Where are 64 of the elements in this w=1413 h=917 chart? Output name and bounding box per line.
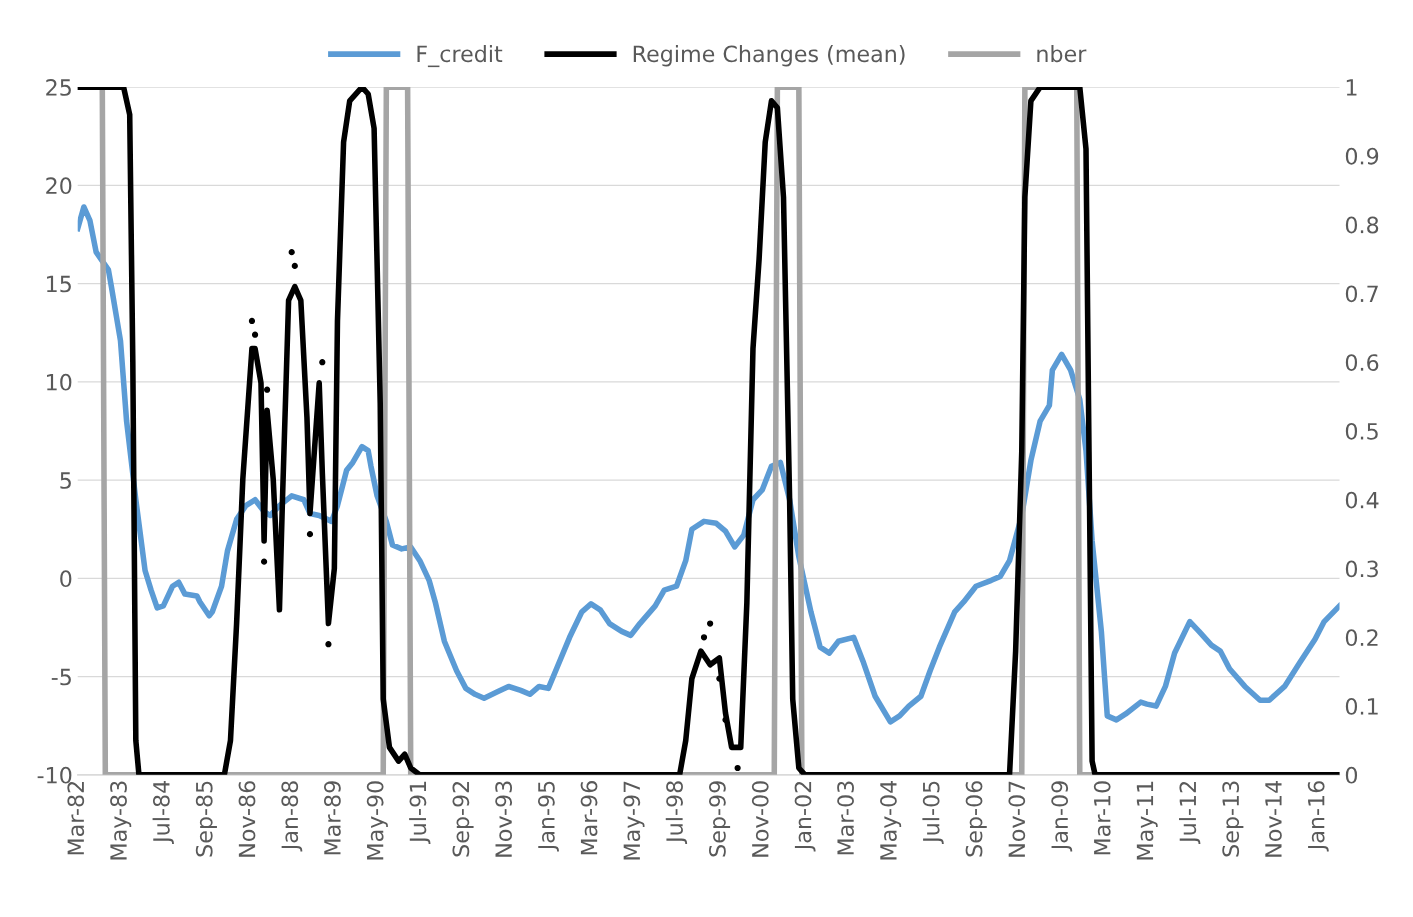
y2-tick-label: 1 bbox=[1346, 79, 1357, 96]
y2-tick-label: 0.7 bbox=[1345, 285, 1378, 303]
point bbox=[291, 262, 298, 270]
y-tick-label: 5 bbox=[60, 472, 71, 489]
x-tick-label: Jan-02 bbox=[794, 781, 816, 852]
x-tick-label: Jul-12 bbox=[1179, 781, 1201, 844]
x-tick-label: Jan-95 bbox=[537, 781, 559, 852]
x-tick-label: Jul-84 bbox=[152, 780, 174, 844]
y-tick-label: 15 bbox=[47, 275, 71, 293]
x-tick-label: Jan-09 bbox=[1051, 781, 1073, 852]
y-tick-label: -5 bbox=[51, 668, 71, 686]
y-tick-label: 0 bbox=[60, 570, 72, 588]
point bbox=[707, 620, 714, 627]
x-tick-label: Nov-86 bbox=[238, 781, 256, 857]
x-tick-label: Nov-07 bbox=[1008, 781, 1026, 857]
y2-tick-label: 0.4 bbox=[1345, 491, 1379, 509]
x-tick-label: May-83 bbox=[110, 781, 132, 860]
x-tick-label: Mar-96 bbox=[580, 781, 598, 855]
y2-tick-label: 0 bbox=[1345, 766, 1358, 784]
y2-tick-label: 0.3 bbox=[1345, 560, 1378, 578]
y2-tick-label: 0.8 bbox=[1345, 216, 1379, 234]
x-tick-label: Sep-13 bbox=[1222, 781, 1244, 857]
y-tick-label: 20 bbox=[46, 177, 72, 195]
point bbox=[248, 317, 256, 325]
y-tick-label: 25 bbox=[46, 79, 71, 96]
point bbox=[325, 641, 332, 648]
point bbox=[700, 634, 708, 641]
y2-tick-label: 0.6 bbox=[1345, 354, 1379, 371]
x-tick-label: Mar-10 bbox=[1093, 781, 1111, 855]
x-tick-label: Sep-85 bbox=[195, 781, 217, 857]
x-tick-label: Nov-93 bbox=[495, 781, 513, 857]
legend-label: Regime Changes (mean) bbox=[633, 44, 905, 67]
x-tick-label: Jul-98 bbox=[665, 781, 688, 844]
legend-label: nber bbox=[1037, 44, 1087, 63]
x-tick-label: May-97 bbox=[623, 781, 645, 860]
x-tick-label: May-90 bbox=[366, 781, 388, 860]
point bbox=[306, 531, 314, 538]
x-tick-label: Mar-89 bbox=[323, 781, 341, 855]
x-tick-label: May-11 bbox=[1136, 781, 1158, 860]
x-tick-label: Sep-99 bbox=[709, 781, 731, 857]
y2-tick-label: 0.2 bbox=[1345, 629, 1378, 647]
x-tick-label: Mar-03 bbox=[837, 781, 854, 855]
x-tick-label: May-04 bbox=[880, 780, 902, 860]
point bbox=[260, 558, 268, 565]
point bbox=[734, 764, 741, 772]
x-tick-label: Sep-06 bbox=[965, 781, 987, 857]
legend-label: F_credit bbox=[417, 44, 503, 68]
x-tick-label: Sep-92 bbox=[452, 781, 474, 857]
y-tick-label: 10 bbox=[47, 373, 72, 391]
y2-tick-label: 0.5 bbox=[1345, 422, 1378, 440]
point bbox=[251, 331, 259, 338]
point bbox=[264, 386, 271, 393]
point bbox=[319, 359, 326, 366]
x-tick-label: Nov-14 bbox=[1265, 780, 1282, 857]
x-tick-label: Jul-05 bbox=[922, 781, 944, 844]
y2-tick-label: 0.1 bbox=[1345, 698, 1378, 715]
x-tick-label: Nov-00 bbox=[751, 781, 769, 857]
x-tick-label: Jul-91 bbox=[409, 781, 431, 844]
x-tick-label: Jan-88 bbox=[281, 781, 303, 852]
y2-tick-label: 0.9 bbox=[1345, 147, 1379, 165]
x-tick-label: Mar-82 bbox=[67, 781, 85, 855]
x-tick-label: Jan-16 bbox=[1307, 781, 1329, 852]
point bbox=[288, 249, 295, 256]
y-tick-label: -10 bbox=[37, 766, 72, 784]
